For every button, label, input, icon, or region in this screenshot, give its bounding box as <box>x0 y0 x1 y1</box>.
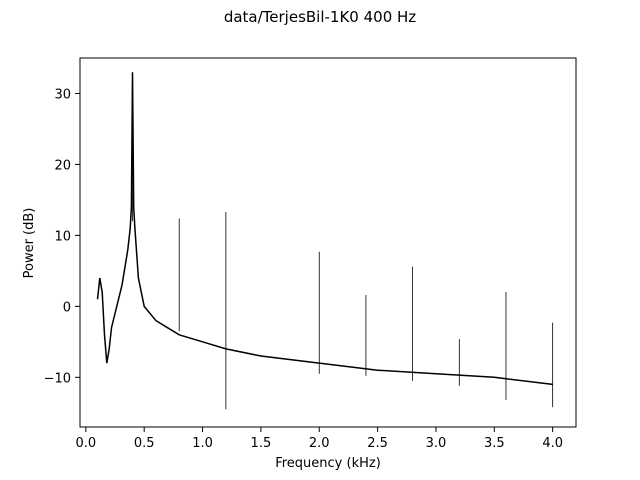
x-tick-label: 2.5 <box>367 436 388 451</box>
x-tick-label: 3.5 <box>484 436 505 451</box>
y-tick-label: −10 <box>44 371 71 386</box>
y-tick-label: 10 <box>54 229 71 244</box>
chart-title: data/TerjesBil-1K0 400 Hz <box>224 8 416 26</box>
x-axis-label: Frequency (kHz) <box>275 456 381 471</box>
x-tick-label: 3.0 <box>426 436 447 451</box>
x-tick-label: 4.0 <box>542 436 563 451</box>
axes-frame <box>79 57 577 428</box>
x-tick-label: 1.0 <box>192 436 213 451</box>
y-tick-label: 20 <box>54 158 71 173</box>
y-tick-label: 0 <box>63 300 71 315</box>
y-tick-label: 30 <box>54 87 71 102</box>
axis-ticks: 0.0 0.5 1.0 1.5 2.0 2.5 3.0 3.5 4.0 −10 0 10 20 30 <box>44 87 563 451</box>
x-tick-label: 0.5 <box>134 436 155 451</box>
plot-area <box>96 72 554 410</box>
x-tick-label: 2.0 <box>309 436 330 451</box>
series-line-0 <box>96 72 553 386</box>
y-axis-label: Power (dB) <box>22 208 37 279</box>
x-tick-label: 1.5 <box>251 436 272 451</box>
x-tick-label: 0.0 <box>75 436 96 451</box>
